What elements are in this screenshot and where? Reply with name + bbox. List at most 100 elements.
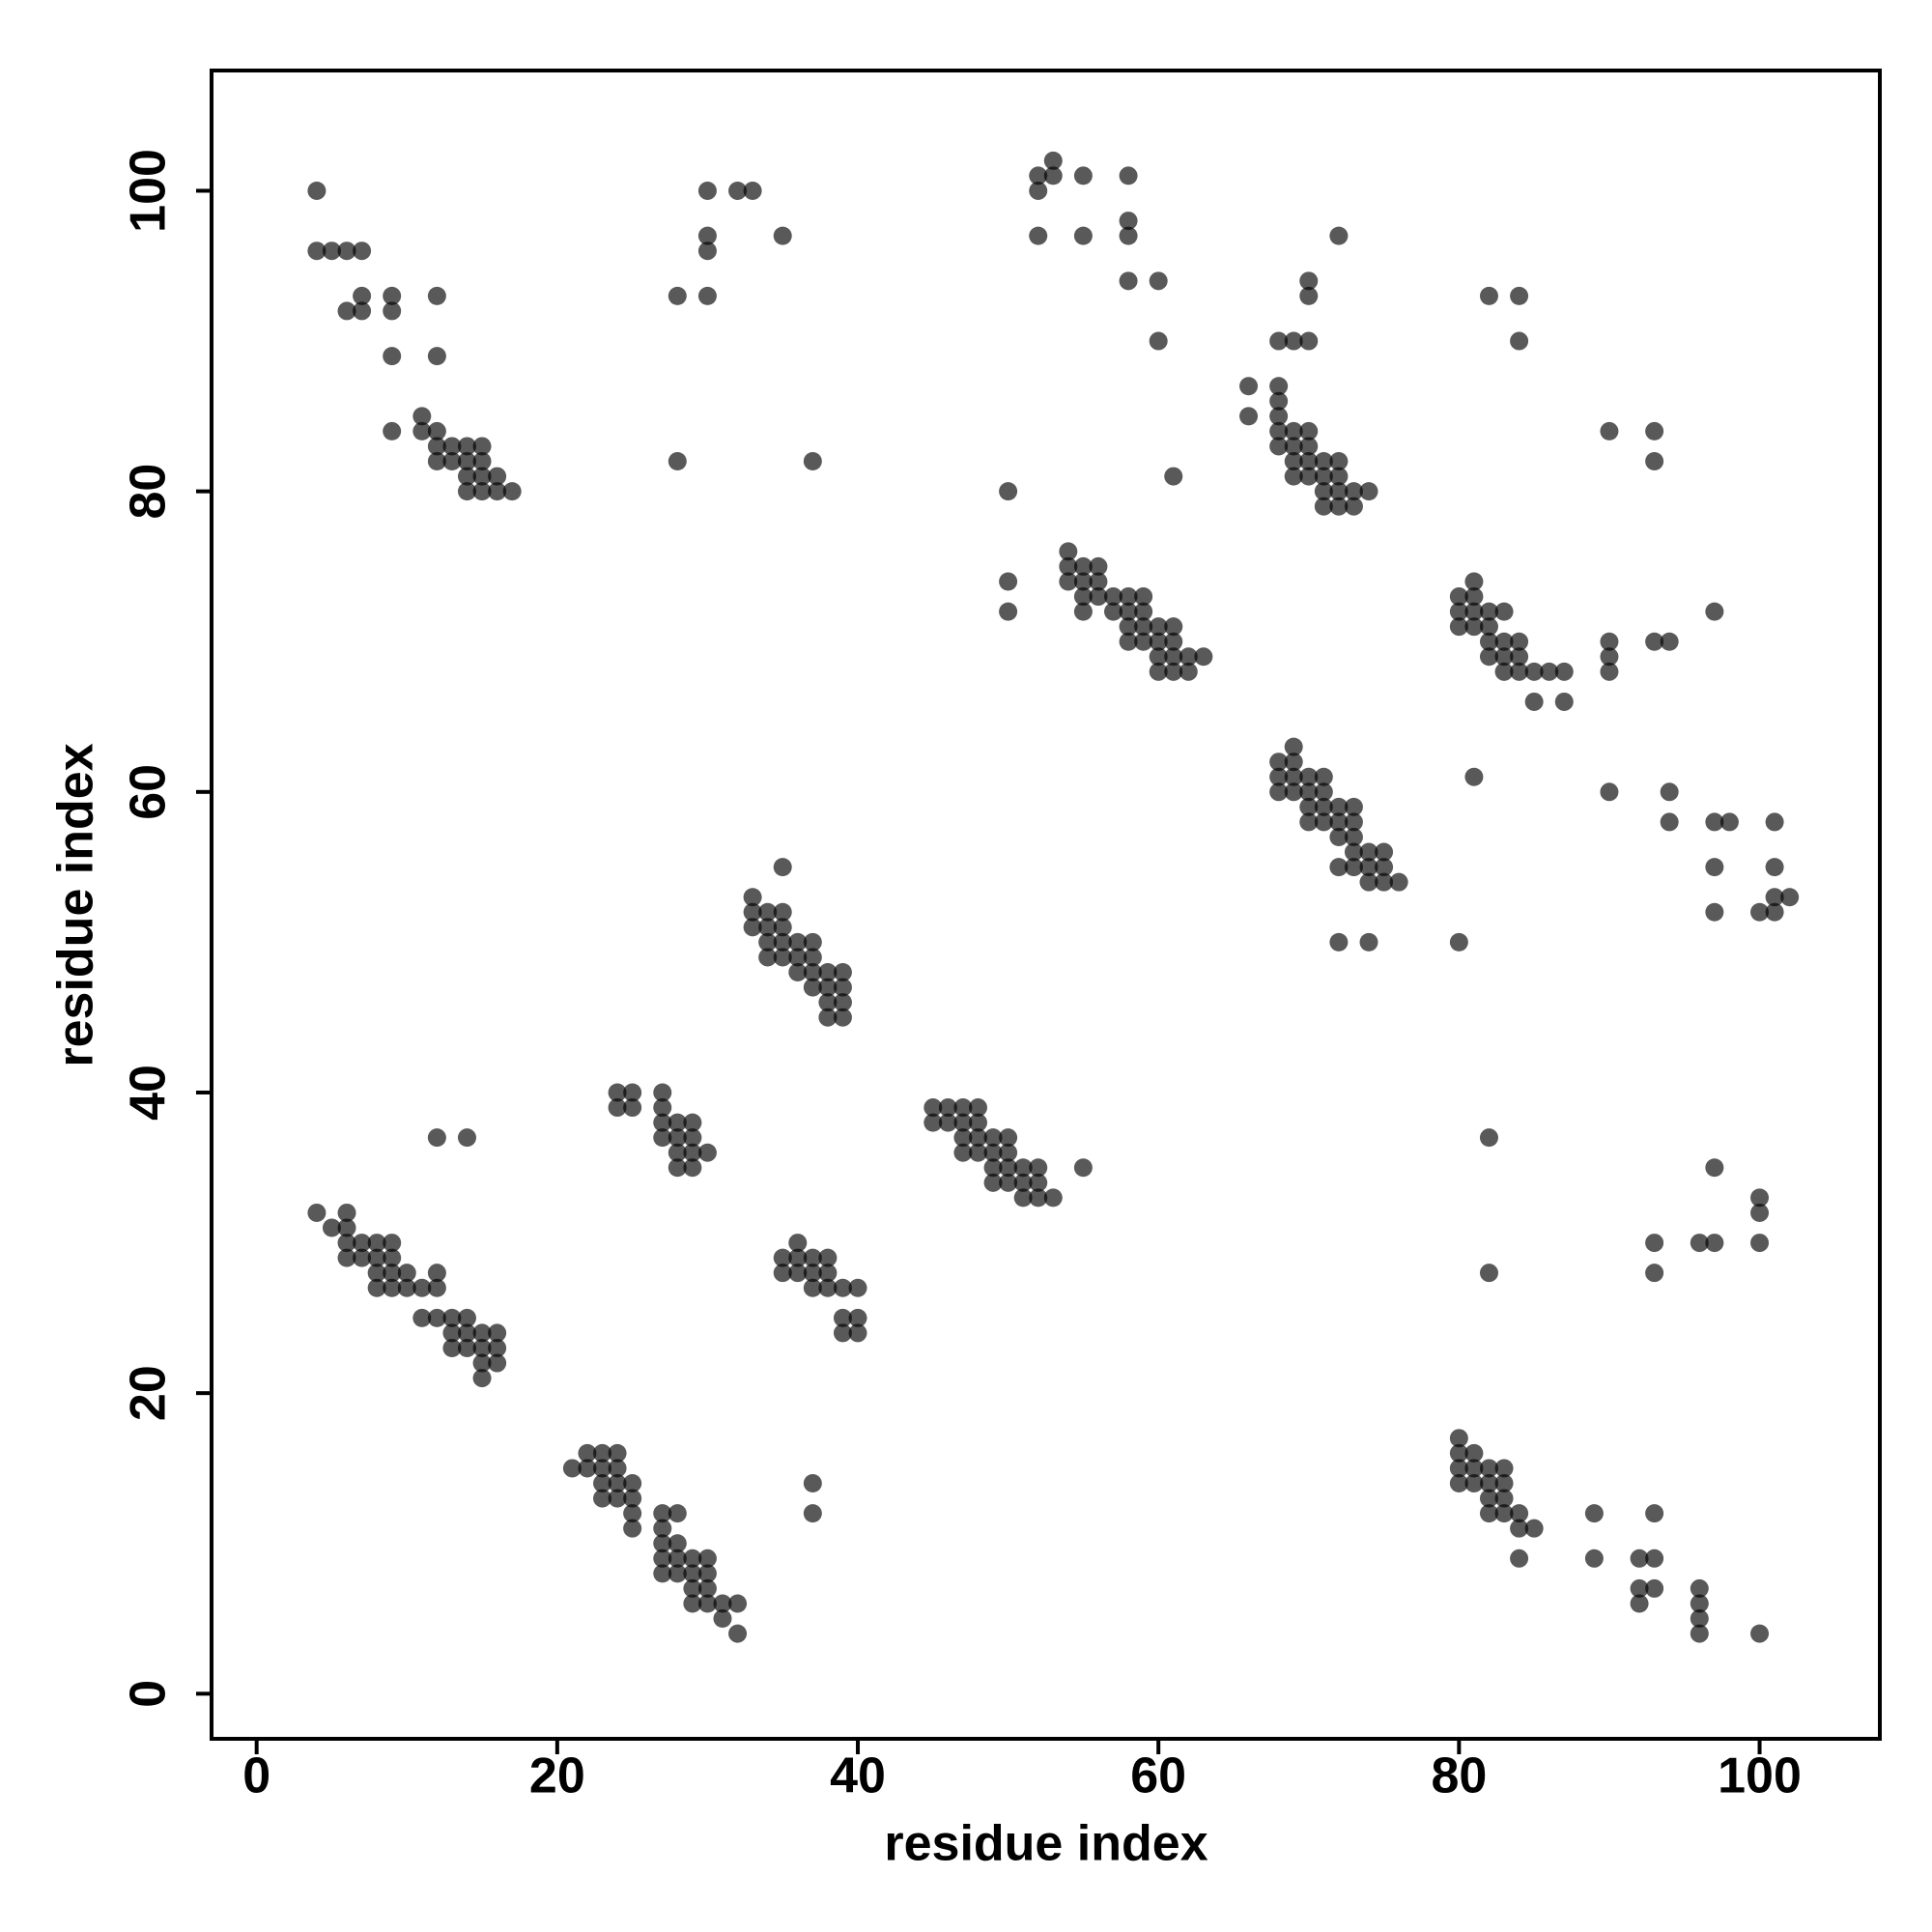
point [427,437,446,456]
point [668,1534,687,1553]
point [1660,632,1679,651]
point [668,1548,687,1568]
point [683,1548,702,1568]
point [938,1113,957,1132]
point [412,407,432,426]
point [803,1248,822,1267]
point [1073,166,1093,185]
point [653,1534,672,1553]
point [1344,827,1363,846]
point [397,1278,416,1297]
point [938,1098,957,1118]
point [472,467,492,486]
point [383,421,402,440]
point [1299,782,1319,802]
point [983,1158,1003,1178]
point [1299,797,1319,816]
point [1284,437,1303,456]
point [1705,602,1724,621]
x-tick-label: 40 [830,1748,886,1804]
point [953,1128,973,1148]
point [457,1338,476,1357]
point [1119,226,1138,245]
point [1029,1173,1048,1192]
point [442,452,462,471]
point [683,1594,702,1613]
point [442,437,462,456]
point [683,1113,702,1132]
point [1134,587,1153,607]
point [728,181,748,200]
y-tick-label: 80 [121,464,177,520]
point [457,437,476,456]
point [427,347,446,366]
point [1375,872,1394,892]
point [427,421,446,440]
point [697,181,717,200]
point [1119,587,1138,607]
point [1359,872,1378,892]
point [1750,902,1770,922]
point [1043,1188,1063,1208]
point [773,226,792,245]
point [1119,166,1138,185]
point [1073,1158,1093,1178]
point [1119,212,1138,231]
point [1449,932,1468,952]
point [457,452,476,471]
point [1269,331,1289,351]
point [773,932,792,952]
point [1660,782,1679,802]
point [999,1173,1018,1192]
point [1149,647,1168,667]
point [728,1624,748,1643]
point [653,1128,672,1148]
y-tick-label: 20 [121,1365,177,1421]
x-axis-title: residue index [884,1816,1208,1872]
point [1164,467,1183,486]
x-tick-label: 60 [1130,1748,1186,1804]
point [1464,1459,1484,1478]
point [1510,331,1529,351]
point [1510,1504,1529,1523]
point [1645,1504,1664,1523]
point [383,286,402,305]
point [788,963,808,982]
point [697,1594,717,1613]
point [1344,482,1363,501]
point [1029,166,1048,185]
point [1750,1234,1770,1253]
point [1269,377,1289,396]
point [1329,812,1349,832]
point [668,452,687,471]
point [1375,858,1394,877]
point [442,1308,462,1327]
point [758,932,778,952]
point [1344,842,1363,862]
point [697,1143,717,1162]
x-tick-label: 100 [1718,1748,1802,1804]
point [1479,1489,1498,1508]
point [1013,1173,1033,1192]
point [773,948,792,967]
point [1013,1188,1033,1208]
point [1464,572,1484,591]
point [713,1594,732,1613]
point [1510,662,1529,681]
point [1149,271,1168,291]
point [773,902,792,922]
point [397,1264,416,1283]
point [923,1113,943,1132]
point [1284,467,1303,486]
point [457,1323,476,1343]
y-tick-label: 40 [121,1065,177,1121]
point [803,1278,822,1297]
point [758,918,778,937]
point [1645,632,1664,651]
point [1029,1188,1048,1208]
point [1524,662,1544,681]
point [1600,662,1619,681]
point [1194,647,1213,667]
point [788,948,808,967]
point [623,1083,642,1102]
